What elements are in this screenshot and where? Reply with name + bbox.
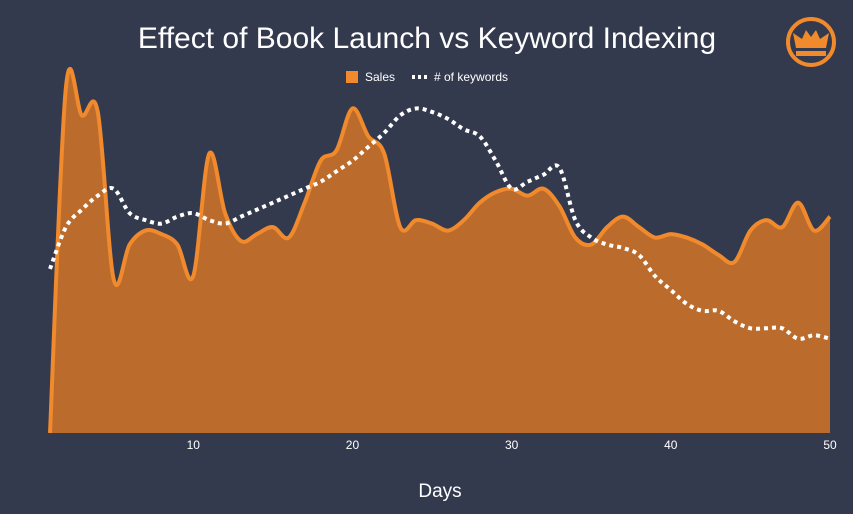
x-tick-label-50: 50 [823,438,837,452]
x-axis-ticks: 10 20 30 40 50 [187,438,837,452]
legend-label-keywords: # of keywords [434,70,508,84]
x-tick-label-20: 20 [346,438,360,452]
x-tick-label-10: 10 [187,438,201,452]
legend-swatch-sales [346,71,358,83]
x-tick-label-30: 30 [505,438,519,452]
series-line-of-keywords [48,106,831,341]
legend-label-sales: Sales [365,70,395,84]
x-tick-label-40: 40 [664,438,678,452]
data-point-of-keywords-27 [462,127,466,131]
x-axis-label: Days [418,481,461,502]
crown-logo-icon [786,17,836,67]
series-line-sales [48,66,832,434]
series-area-sales [50,68,830,434]
plot-area [48,66,832,434]
chart-title: Effect of Book Launch vs Keyword Indexin… [138,22,716,55]
legend: Sales # of keywords [346,70,508,84]
